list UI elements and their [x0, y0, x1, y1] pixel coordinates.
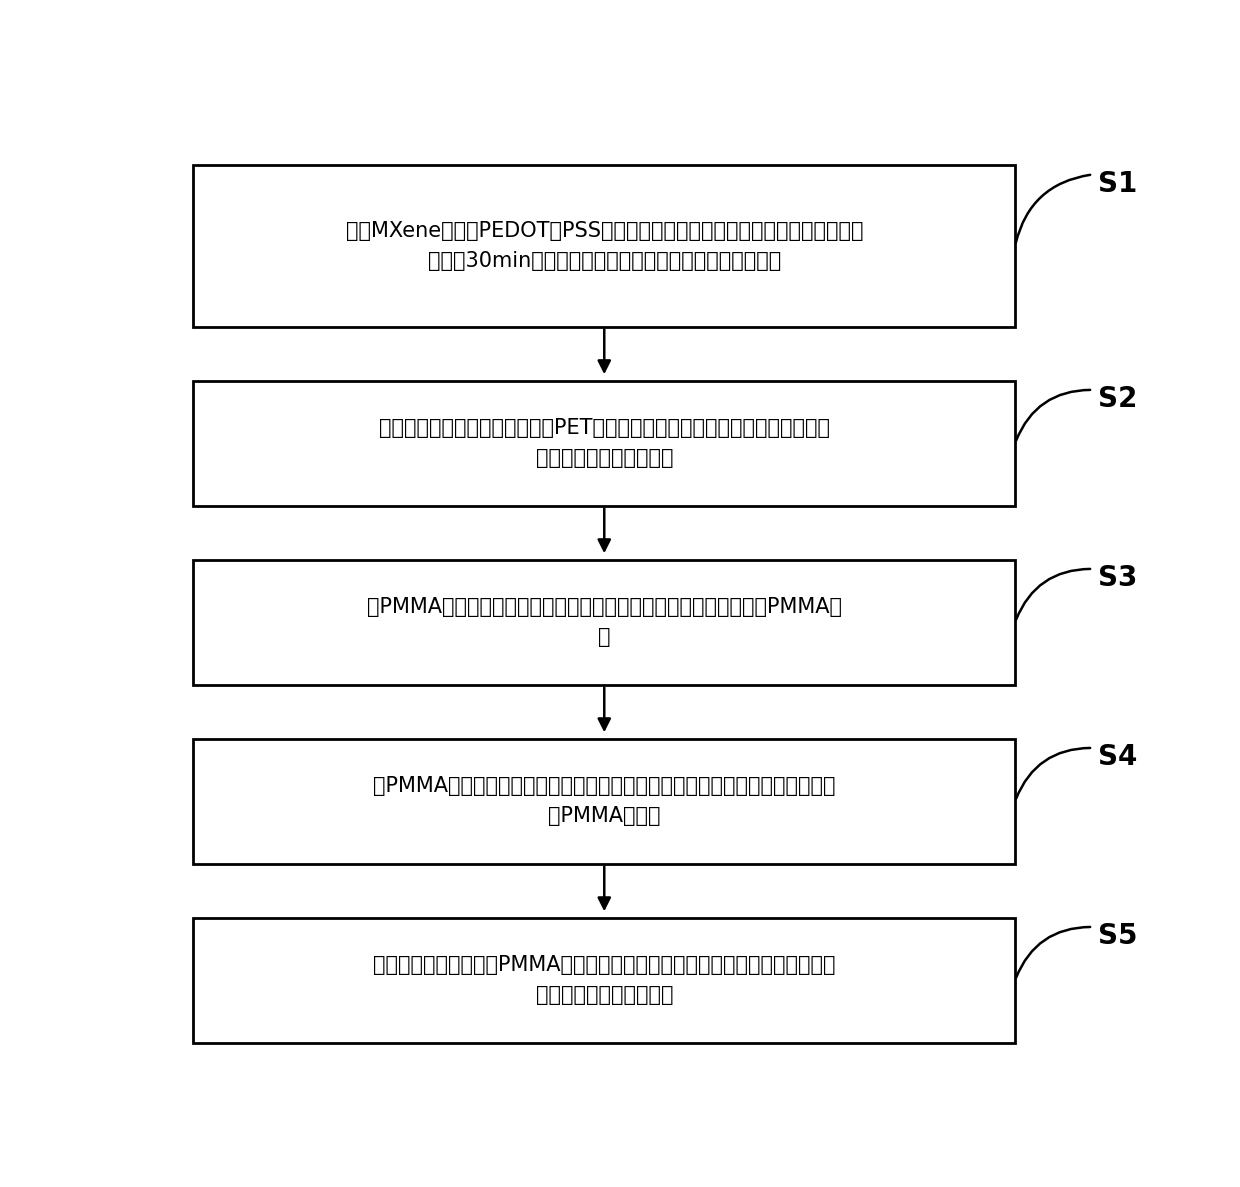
FancyBboxPatch shape	[193, 560, 1016, 685]
Text: 将PMMA溶液滴入到模具中，通过鼓风烘干箱内加热烘干得到固化的PMMA基
底: 将PMMA溶液滴入到模具中，通过鼓风烘干箱内加热烘干得到固化的PMMA基 底	[367, 597, 842, 647]
Text: 利用激光切割机在贴有双面胶的PET板上进行激光切割得到模具，将模具带有双
面胶的一面粘到载波片上: 利用激光切割机在贴有双面胶的PET板上进行激光切割得到模具，将模具带有双 面胶的…	[378, 418, 830, 469]
Text: 将PMMA基底放置到等离子清洗机中进行表面改性处理，将粘稠混合液均匀滴涂
到PMMA基底上: 将PMMA基底放置到等离子清洗机中进行表面改性处理，将粘稠混合液均匀滴涂 到PM…	[373, 776, 836, 826]
Text: S3: S3	[1097, 564, 1137, 592]
FancyBboxPatch shape	[193, 165, 1016, 326]
Text: S2: S2	[1097, 386, 1137, 413]
FancyBboxPatch shape	[193, 918, 1016, 1042]
Text: S1: S1	[1097, 170, 1137, 198]
Text: 配置MXene粉末与PEDOT：PSS溶液进行混合得到混合溶液，将混合溶液进行超
声处理30min后，通过真空抽滤机进行抽滤得到粘稠混合液: 配置MXene粉末与PEDOT：PSS溶液进行混合得到混合溶液，将混合溶液进行超…	[346, 221, 863, 271]
FancyBboxPatch shape	[193, 381, 1016, 506]
Text: S4: S4	[1097, 743, 1137, 772]
Text: 将滴涂粘稠混合液后的PMMA基底放置到真空干燥箱内烘干成膜，取下所述模具
即制得柔性薄膜热敏电极: 将滴涂粘稠混合液后的PMMA基底放置到真空干燥箱内烘干成膜，取下所述模具 即制得…	[373, 956, 836, 1005]
Text: S5: S5	[1097, 922, 1137, 951]
FancyBboxPatch shape	[193, 738, 1016, 864]
